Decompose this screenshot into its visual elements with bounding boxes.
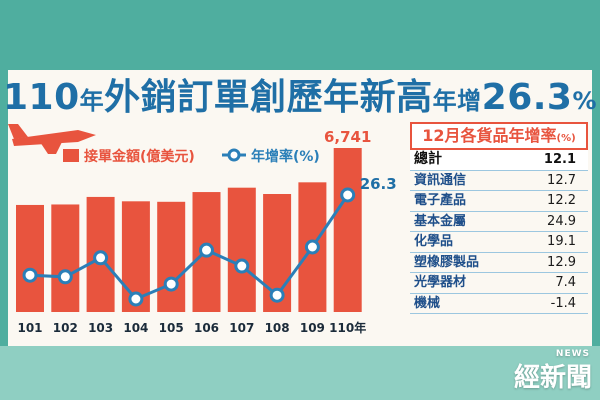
airplane-icon [8,124,96,154]
headline-growth-label: 年增 [432,87,482,115]
growth-point-6 [234,258,250,274]
panel-row-label: 基本金屬 [414,213,467,229]
panel-row: 化學品 19.1 [410,232,588,253]
panel-row-label: 機械 [414,295,441,311]
growth-point-4 [163,276,179,292]
headline-year-unit: 年 [79,87,105,115]
bar-6 [227,187,256,312]
category-label-1: 102 [53,321,78,335]
bar-1 [51,204,80,312]
growth-point-0 [22,267,38,283]
panel-row-label: 化學品 [414,234,454,249]
panel-row: 塑橡膠製品 12.9 [410,253,588,273]
panel-row: 基本金屬 24.9 [410,212,588,232]
panel-row-value: 7.4 [555,275,576,290]
panel-row-label: 光學器材 [414,275,467,290]
category-label-5: 106 [194,321,219,335]
panel-rows: 總計 12.1 資訊通信 12.7 電子產品 12.2 基本金屬 24.9 化學品 19.1 塑橡膠… [410,150,588,314]
legend-bar-swatch [63,149,79,162]
headline-growth-value: 26.3 [481,77,573,118]
headline-main: 外銷訂單創歷年新高 [104,77,433,118]
logo-text: 經新聞 [513,363,592,393]
growth-line [29,194,349,301]
category-label-4: 105 [159,321,184,335]
legend-bar-label: 接單金額(億美元) [84,148,195,165]
panel-row-value: 24.9 [547,213,576,229]
panel-row-label: 總計 [414,151,442,167]
bottom-band [0,346,600,400]
category-growth-panel: 12月各貨品年增率(%) 總計 12.1 資訊通信 12.7 電子產品 12.2 基本金屬 2… [410,122,588,344]
growth-value-label: 26.3 [360,175,397,193]
headline: 110年外銷訂單創歷年新高年增26.3% [0,76,600,123]
bar-4 [157,201,186,312]
panel-row-value: 12.2 [547,193,576,208]
news-logo: 經新聞 NEWS [513,349,592,394]
panel-title: 12月各貨品年增率 [422,126,557,145]
category-label-9: 110年 [329,320,366,335]
panel-row-value: 19.1 [547,234,576,249]
panel-row: 資訊通信 12.7 [410,171,588,191]
growth-point-7 [269,287,285,303]
logo-tag: NEWS [555,349,590,359]
headline-year: 110 [2,77,80,118]
growth-point-1 [57,269,73,285]
growth-point-8 [304,239,320,255]
panel-row-label: 塑橡膠製品 [414,254,480,270]
growth-point-2 [93,250,109,266]
panel-row: 機械 -1.4 [410,294,588,314]
panel-row-value: -1.4 [550,295,576,311]
panel-unit: (%) [556,133,576,144]
category-label-2: 103 [88,321,113,335]
growth-point-5 [199,242,214,258]
bar-9 [333,148,362,312]
growth-point-3 [128,291,144,307]
panel-header: 12月各貨品年增率(%) [410,122,588,150]
panel-row: 電子產品 12.2 [410,191,588,212]
panel-row-value: 12.7 [547,172,576,188]
panel-row-value: 12.9 [547,254,576,270]
panel-row-value: 12.1 [543,152,576,167]
panel-row-label: 資訊通信 [414,172,467,188]
category-label-8: 109 [300,321,325,335]
bar-0 [16,204,44,312]
legend-line-marker [227,148,241,162]
category-label-7: 108 [265,321,290,335]
legend-line-label: 年增率(%) [251,148,320,165]
headline-percent: % [572,87,598,115]
category-label-6: 107 [229,321,254,335]
panel-row: 光學器材 7.4 [410,273,588,294]
panel-row-total: 總計 12.1 [410,150,588,171]
panel-row-label: 電子產品 [414,193,467,208]
category-label-3: 104 [123,321,148,335]
bar-value-label: 6,741 [324,128,371,146]
category-label-0: 101 [17,321,42,335]
growth-point-9 [340,187,356,203]
